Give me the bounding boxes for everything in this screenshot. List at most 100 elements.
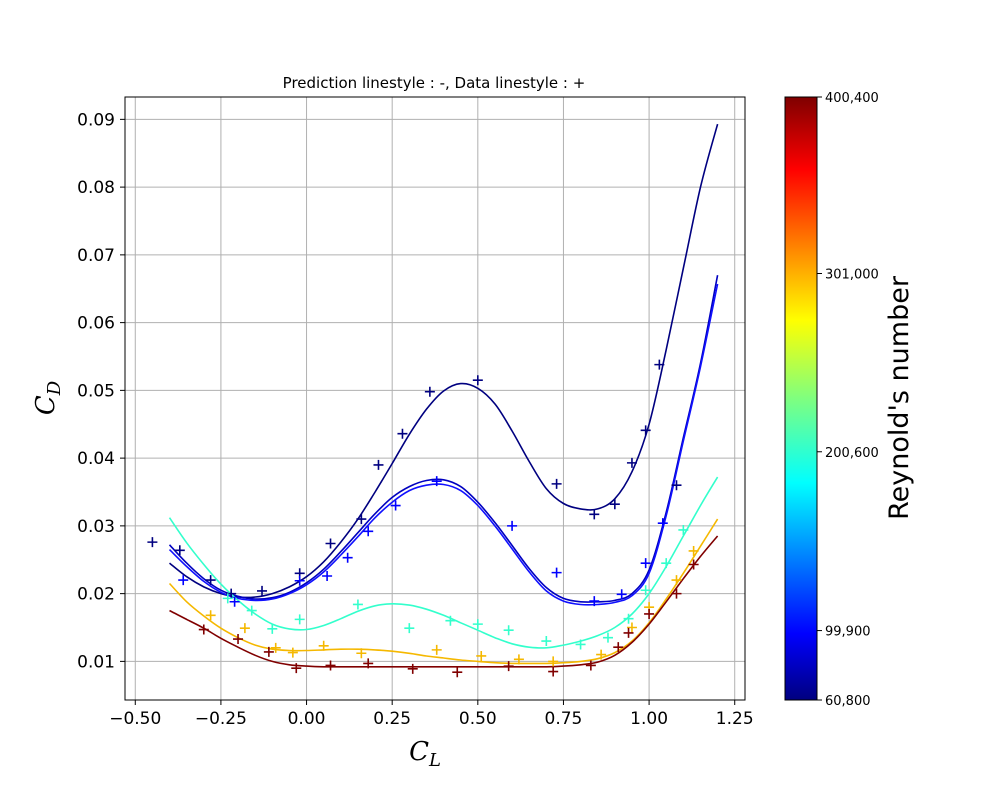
colorbar-tick-label: 60,800 — [825, 694, 871, 709]
data-point — [616, 589, 627, 600]
data-point — [390, 500, 401, 511]
data-point — [551, 567, 562, 578]
x-axis-label-main: C — [409, 737, 429, 767]
data-point — [602, 632, 613, 643]
data-point — [657, 518, 668, 529]
prediction-curve — [169, 123, 719, 599]
colorbar-ticks: 60,800 99,900 200,600 301,000 400,400 — [817, 91, 879, 709]
plot-frame — [124, 96, 746, 701]
data-point — [476, 650, 487, 661]
y-axis-label: CD — [31, 380, 65, 415]
data-point — [233, 634, 244, 645]
data-point — [626, 457, 637, 468]
data-point — [688, 545, 699, 556]
data-point — [671, 588, 682, 599]
data-point — [644, 608, 655, 619]
y-tick-label: 0.01 — [77, 652, 115, 672]
data-point — [424, 386, 435, 397]
data-point — [445, 615, 456, 626]
x-tick-label: −0.50 — [109, 709, 161, 729]
data-point — [291, 663, 302, 674]
data-point — [503, 661, 514, 672]
data-point — [318, 640, 329, 651]
prediction-curve — [168, 283, 719, 606]
data-point — [373, 459, 384, 470]
data-point — [246, 605, 257, 616]
colorbar-label: Reynold's number — [884, 275, 915, 520]
prediction-curve — [168, 275, 719, 603]
data-point — [585, 660, 596, 671]
data-point — [654, 359, 665, 370]
data-points — [147, 359, 699, 678]
data-point — [174, 545, 185, 556]
data-point — [294, 575, 305, 586]
data-point — [678, 524, 689, 535]
data-point — [671, 480, 682, 491]
colorbar-label-group: Reynold's number — [884, 275, 915, 520]
data-point — [575, 639, 586, 650]
data-point — [589, 596, 600, 607]
data-point — [397, 428, 408, 439]
y-tick-label: 0.09 — [77, 110, 115, 130]
y-tick-label: 0.07 — [77, 246, 115, 266]
data-point — [356, 648, 367, 659]
y-tick-label: 0.08 — [77, 178, 115, 198]
prediction-curve — [168, 518, 719, 665]
x-tick-label: 0.75 — [545, 709, 583, 729]
data-point — [626, 622, 637, 633]
data-point — [257, 585, 268, 596]
prediction-curve — [169, 535, 719, 668]
y-axis-ticks: 0.01 0.02 0.03 0.04 0.05 0.06 0.07 0.08 0.09 — [77, 110, 125, 672]
data-point — [472, 375, 483, 386]
data-point — [513, 654, 524, 665]
x-axis-label: CL — [409, 737, 441, 771]
prediction-curves — [168, 123, 719, 668]
data-point — [551, 478, 562, 489]
data-point — [688, 559, 699, 570]
y-tick-label: 0.06 — [77, 314, 115, 334]
x-tick-label: 1.25 — [716, 709, 754, 729]
data-point — [548, 666, 559, 677]
x-tick-label: 0.50 — [459, 709, 497, 729]
colorbar — [784, 96, 818, 701]
data-point — [671, 575, 682, 586]
y-axis-label-sub: D — [44, 380, 65, 396]
data-point — [363, 526, 374, 537]
data-point — [640, 585, 651, 596]
data-point — [661, 558, 672, 569]
data-point — [356, 514, 367, 525]
data-point — [503, 625, 514, 636]
data-point — [205, 610, 216, 621]
data-point — [609, 499, 620, 510]
data-point — [640, 558, 651, 569]
data-point — [325, 538, 336, 549]
data-point — [613, 642, 624, 653]
data-point — [325, 660, 336, 671]
x-tick-label: 0.00 — [288, 709, 326, 729]
data-point — [205, 575, 216, 586]
colorbar-tick-label: 200,600 — [825, 446, 879, 461]
colorbar-tick-label: 301,000 — [825, 267, 879, 282]
x-tick-label: 0.25 — [373, 709, 411, 729]
data-point — [267, 623, 278, 634]
x-tick-label: −0.25 — [195, 709, 247, 729]
y-tick-label: 0.03 — [77, 517, 115, 537]
data-point — [623, 627, 634, 638]
data-point — [229, 596, 240, 607]
data-point — [431, 476, 442, 487]
x-axis-ticks: −0.50 −0.25 0.00 0.25 0.50 0.75 1.00 1.25 — [109, 700, 754, 729]
data-point — [623, 613, 634, 624]
data-point — [404, 623, 415, 634]
data-point — [263, 646, 274, 657]
data-point — [541, 636, 552, 647]
data-point — [322, 571, 333, 582]
colorbar-tick-label: 400,400 — [825, 91, 879, 106]
data-point — [472, 619, 483, 630]
data-point — [507, 520, 518, 531]
data-point — [407, 663, 418, 674]
data-point — [198, 624, 209, 635]
data-point — [270, 642, 281, 653]
data-point — [640, 425, 651, 436]
data-point — [239, 623, 250, 634]
y-axis-label-group: CD — [31, 380, 65, 415]
